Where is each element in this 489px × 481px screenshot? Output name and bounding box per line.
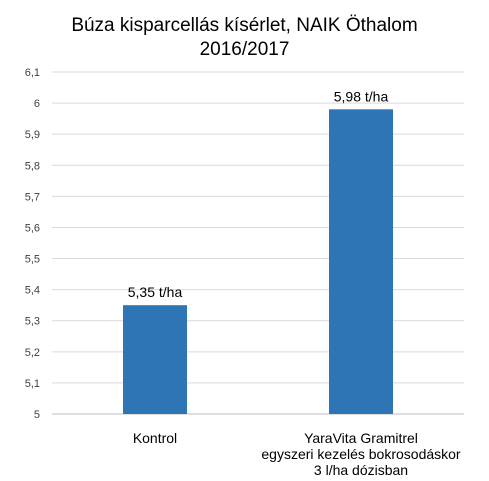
- x-tick-label: 3 l/ha dózisban: [314, 462, 408, 478]
- y-tick-label: 5,4: [25, 285, 40, 297]
- y-tick-label: 5,7: [25, 191, 40, 203]
- x-tick-label: YaraVita Gramitrel: [304, 430, 418, 446]
- y-tick-label: 6: [34, 98, 40, 110]
- data-labels: 5,35 t/ha 5,98 t/ha: [128, 88, 389, 300]
- y-axis: 5 5,1 5,2 5,3 5,4 5,5 5,6 5,7 5,8 5,9 6 6,1: [25, 67, 40, 421]
- y-tick-label: 5,5: [25, 254, 40, 266]
- y-tick-label: 5,8: [25, 160, 40, 172]
- y-tick-label: 5: [34, 409, 40, 421]
- y-tick-label: 5,3: [25, 316, 40, 328]
- chart-title-line-1: Búza kisparcellás kísérlet, NAIK Öthalom: [71, 15, 418, 36]
- x-tick-label: egyszeri kezelés bokrosodáskor: [261, 446, 461, 462]
- x-tick-label: Kontrol: [133, 430, 177, 446]
- bar: [123, 305, 187, 414]
- y-tick-label: 5,6: [25, 222, 40, 234]
- y-tick-label: 5,2: [25, 347, 40, 359]
- bars: [123, 109, 393, 415]
- chart-title: Búza kisparcellás kísérlet, NAIK Öthalom…: [0, 14, 489, 62]
- data-label: 5,35 t/ha: [128, 284, 183, 300]
- y-tick-label: 5,9: [25, 129, 40, 141]
- chart-title-line-2: 2016/2017: [199, 39, 290, 60]
- gridlines: [52, 71, 464, 415]
- bar: [329, 109, 393, 415]
- y-tick-label: 5,1: [25, 378, 40, 390]
- y-tick-label: 6,1: [25, 67, 40, 79]
- data-label: 5,98 t/ha: [334, 88, 389, 104]
